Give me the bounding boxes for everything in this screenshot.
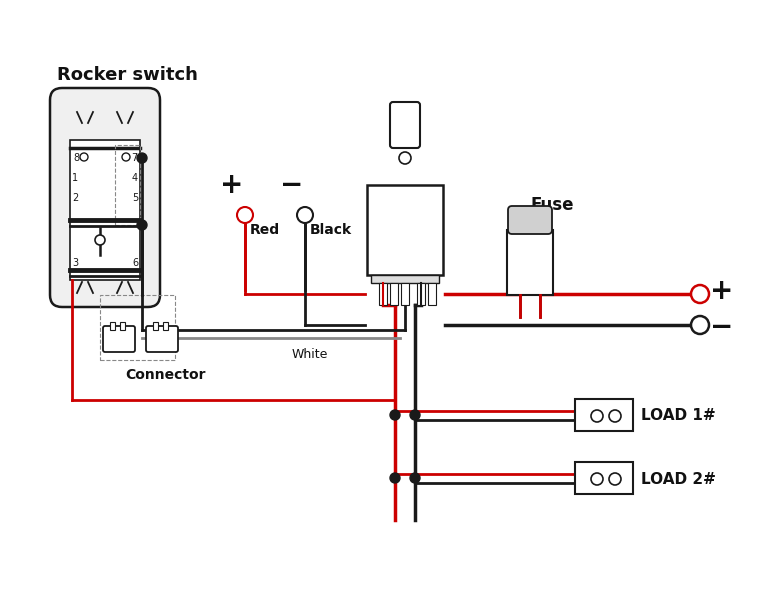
Text: 2: 2	[72, 193, 78, 203]
Text: 1: 1	[72, 173, 78, 183]
Circle shape	[691, 316, 709, 334]
Text: 30A: 30A	[518, 259, 542, 271]
Bar	[110, 322, 115, 330]
Text: Rocker switch: Rocker switch	[57, 66, 198, 84]
Bar	[115, 145, 140, 225]
Circle shape	[237, 207, 253, 223]
Bar	[417, 283, 425, 305]
FancyBboxPatch shape	[508, 206, 552, 234]
Circle shape	[80, 153, 88, 161]
Circle shape	[410, 473, 420, 483]
Bar	[120, 322, 125, 330]
Circle shape	[591, 473, 603, 485]
Circle shape	[399, 152, 411, 164]
Text: +: +	[576, 410, 586, 422]
Circle shape	[137, 220, 147, 230]
Text: −: −	[281, 171, 304, 199]
Bar	[371, 275, 439, 283]
Bar	[428, 283, 436, 305]
Bar	[379, 283, 387, 305]
Text: Black: Black	[310, 223, 352, 237]
Bar	[401, 283, 409, 305]
Text: 5: 5	[132, 193, 138, 203]
Text: +: +	[710, 277, 734, 305]
Circle shape	[609, 410, 621, 422]
FancyBboxPatch shape	[103, 326, 135, 352]
Text: White: White	[291, 349, 328, 362]
Text: +: +	[221, 171, 244, 199]
Circle shape	[297, 207, 313, 223]
Text: 3: 3	[72, 258, 78, 268]
Text: Fuse: Fuse	[530, 196, 574, 214]
Text: Relay: Relay	[379, 209, 431, 227]
Bar	[100, 295, 175, 360]
Text: 8: 8	[73, 153, 79, 163]
Circle shape	[122, 153, 130, 161]
Circle shape	[390, 410, 400, 420]
Circle shape	[410, 410, 420, 420]
Bar	[153, 322, 158, 330]
Text: Red: Red	[250, 223, 280, 237]
Circle shape	[137, 153, 147, 163]
Text: LOAD 2#: LOAD 2#	[641, 471, 716, 486]
Bar	[507, 230, 553, 295]
Text: −: −	[710, 313, 734, 341]
Circle shape	[609, 473, 621, 485]
Text: +: +	[576, 473, 586, 486]
Circle shape	[390, 473, 400, 483]
Circle shape	[95, 235, 105, 245]
Text: 6: 6	[132, 258, 138, 268]
Circle shape	[591, 410, 603, 422]
FancyBboxPatch shape	[390, 102, 420, 148]
Text: 12V  40A: 12V 40A	[377, 241, 433, 255]
Bar	[70, 140, 140, 280]
Text: LOAD 1#: LOAD 1#	[641, 409, 715, 423]
FancyBboxPatch shape	[50, 88, 160, 307]
Text: 4: 4	[132, 173, 138, 183]
Bar	[575, 462, 633, 494]
Circle shape	[691, 285, 709, 303]
FancyBboxPatch shape	[146, 326, 178, 352]
Text: Connector: Connector	[125, 368, 205, 382]
Bar	[575, 399, 633, 431]
Bar	[390, 283, 398, 305]
Text: 7: 7	[131, 153, 137, 163]
Bar	[163, 322, 168, 330]
Bar	[367, 185, 443, 275]
